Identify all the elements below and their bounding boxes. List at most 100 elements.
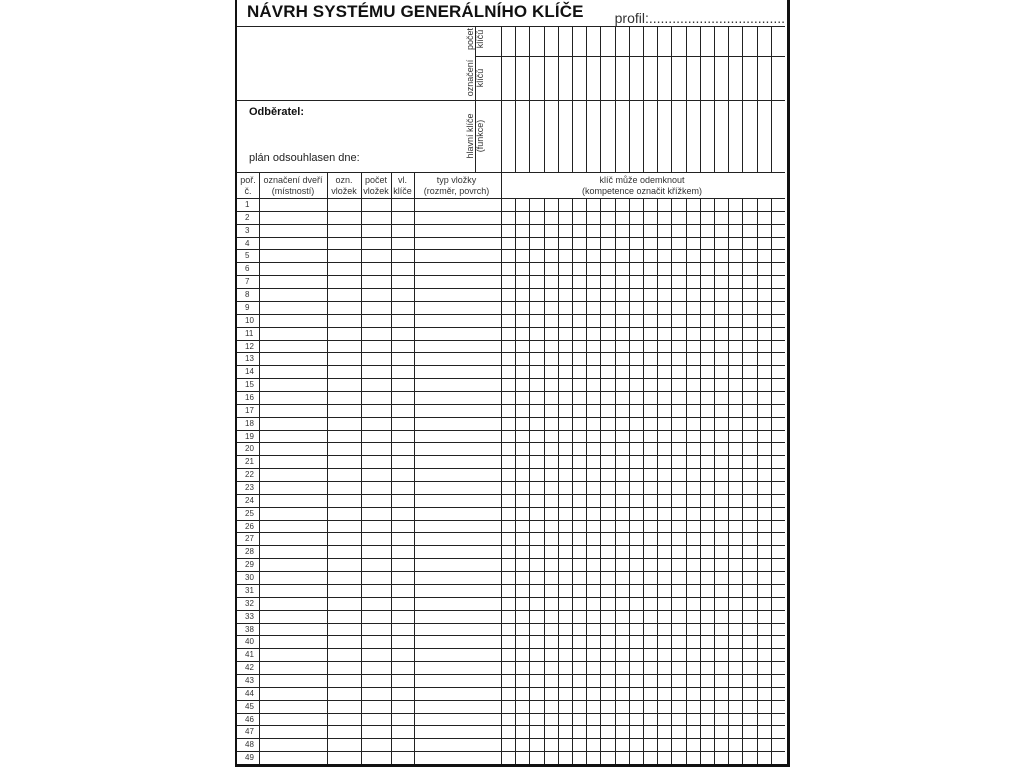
table-row-line <box>237 211 785 212</box>
table-row-line <box>237 417 785 418</box>
table-row-line <box>237 481 785 482</box>
key-column-line <box>771 26 772 172</box>
row-number: 27 <box>245 534 254 543</box>
table-row-line <box>237 700 785 701</box>
col-header-no: poř. č. <box>240 175 256 196</box>
row-number: 8 <box>245 290 250 299</box>
key-column-line <box>742 26 743 172</box>
row-number: 14 <box>245 367 254 376</box>
key-column-line <box>700 26 701 172</box>
table-row-line <box>237 340 785 341</box>
row-number: 26 <box>245 522 254 531</box>
row-number: 32 <box>245 599 254 608</box>
col-header-door: označení dveří (místností) <box>263 175 323 196</box>
row-number: 46 <box>245 715 254 724</box>
table-row-line <box>237 558 785 559</box>
row-number: 43 <box>245 676 254 685</box>
key-designation-label: označení klíčů <box>465 59 485 97</box>
table-row-line <box>237 520 785 521</box>
table-row-line <box>237 365 785 366</box>
row-number: 22 <box>245 470 254 479</box>
profile-field[interactable]: profil:.................................… <box>614 10 785 26</box>
row-number: 24 <box>245 496 254 505</box>
row-number: 28 <box>245 547 254 556</box>
key-column-line <box>643 26 644 172</box>
key-column-line <box>757 26 758 172</box>
row-number: 41 <box>245 650 254 659</box>
key-column-line <box>558 26 559 172</box>
row-number: 16 <box>245 393 254 402</box>
table-row-line <box>237 327 785 328</box>
grid-line <box>237 172 785 173</box>
table-row-line <box>237 237 785 238</box>
key-column-line <box>629 26 630 172</box>
table-row-line <box>237 661 785 662</box>
row-number: 30 <box>245 573 254 582</box>
row-number: 31 <box>245 586 254 595</box>
row-number: 6 <box>245 264 250 273</box>
table-row-line <box>237 430 785 431</box>
table-row-line <box>237 648 785 649</box>
row-number: 4 <box>245 239 250 248</box>
table-row-line <box>237 713 785 714</box>
key-column-line <box>515 26 516 172</box>
row-number: 9 <box>245 303 250 312</box>
table-row-line <box>237 378 785 379</box>
key-column-line <box>657 26 658 172</box>
table-row-line <box>237 391 785 392</box>
table-row-line <box>237 224 785 225</box>
table-row-line <box>237 262 785 263</box>
table-row-line <box>237 288 785 289</box>
row-number: 2 <box>245 213 250 222</box>
key-column-line <box>686 26 687 172</box>
row-number: 15 <box>245 380 254 389</box>
key-column-line <box>671 26 672 172</box>
key-column-line <box>714 26 715 172</box>
plan-approved-label: plán odsouhlasen dne: <box>249 152 360 164</box>
row-number: 18 <box>245 419 254 428</box>
table-row-line <box>237 507 785 508</box>
row-number: 13 <box>245 354 254 363</box>
table-row-line <box>237 455 785 456</box>
col-header-key-access: klíč může odemknout (kompetence označit k… <box>581 175 703 196</box>
row-number: 48 <box>245 740 254 749</box>
row-number: 21 <box>245 457 254 466</box>
table-row-line <box>237 352 785 353</box>
table-row-line <box>237 674 785 675</box>
table-row-line <box>237 687 785 688</box>
key-column-line <box>572 26 573 172</box>
row-number: 25 <box>245 509 254 518</box>
row-number: 49 <box>245 753 254 762</box>
row-number: 44 <box>245 689 254 698</box>
table-row-line <box>237 301 785 302</box>
row-number: 40 <box>245 637 254 646</box>
key-count-label: počet klíčů <box>465 27 485 51</box>
row-number: 19 <box>245 432 254 441</box>
form-page: NÁVRH SYSTÉMU GENERÁLNÍHO KLÍČE profil:.… <box>235 0 790 767</box>
grid-line <box>237 100 785 101</box>
row-number: 23 <box>245 483 254 492</box>
table-row-line <box>237 249 785 250</box>
row-number: 5 <box>245 251 250 260</box>
key-column-line <box>600 26 601 172</box>
table-row-line <box>237 314 785 315</box>
table-row-line <box>237 404 785 405</box>
grid-line <box>475 26 476 172</box>
key-column-line <box>586 26 587 172</box>
grid-line <box>475 56 785 57</box>
row-number: 3 <box>245 226 250 235</box>
table-row-line <box>237 468 785 469</box>
col-header-count: počet vložek <box>363 175 389 196</box>
row-number: 11 <box>245 329 254 338</box>
col-header-ozn: ozn. vložek <box>331 175 357 196</box>
row-number: 47 <box>245 727 254 736</box>
grid-line <box>501 26 502 172</box>
row-number: 38 <box>245 625 254 634</box>
form-title: NÁVRH SYSTÉMU GENERÁLNÍHO KLÍČE <box>247 2 584 21</box>
master-keys-label: hlavní klíče (funkce) <box>465 113 485 159</box>
row-number: 29 <box>245 560 254 569</box>
row-number: 12 <box>245 342 254 351</box>
key-column-line <box>544 26 545 172</box>
row-number: 10 <box>245 316 254 325</box>
row-number: 1 <box>245 200 250 209</box>
